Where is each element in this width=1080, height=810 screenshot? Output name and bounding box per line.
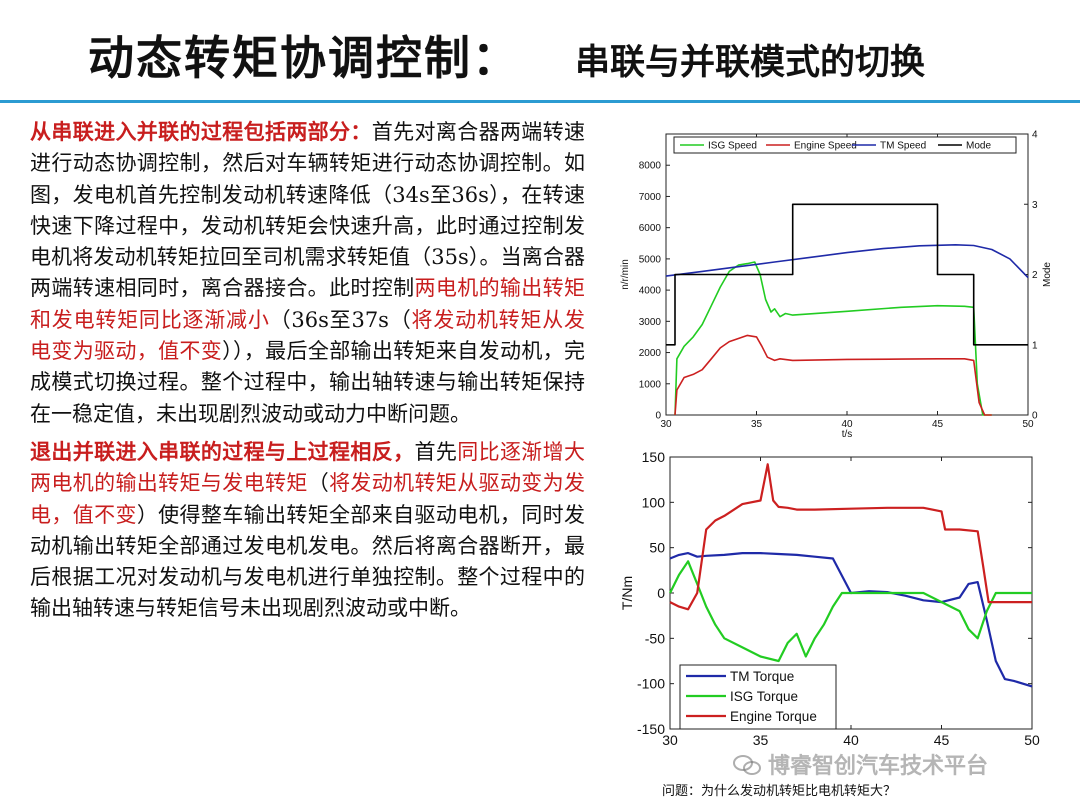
y-axis-label: n/r/min: [620, 259, 631, 290]
y-tick-label: 50: [649, 540, 665, 556]
series-line-isg-speed: [674, 261, 992, 416]
series-line-isg-torque: [669, 560, 1032, 663]
y-tick-label: 2000: [639, 348, 662, 359]
legend-box: [673, 136, 1017, 154]
y-tick-label: 0: [655, 411, 661, 422]
y-tick-label: 8000: [639, 161, 662, 172]
question-text: 问题：为什么发动机转矩比电机转矩大？: [662, 784, 897, 799]
wechat-icon: [733, 755, 761, 775]
paragraph1-text-c: ）），最后全部输出转矩来自发动机，完成模式切换过程。整个过程中，输出轴转速与输出…: [30, 339, 586, 426]
x-tick-label: 50: [1024, 732, 1040, 745]
x-tick-label: 45: [934, 732, 950, 745]
paragraph2-lead: 退出并联进入串联的过程与上过程相反，: [30, 438, 415, 464]
y-tick-label: 6000: [639, 223, 662, 234]
legend-label: ISG Torque: [730, 689, 798, 704]
series-line-engine-speed: [674, 334, 992, 416]
y-tick-label: 4000: [639, 286, 662, 297]
series-line-tm-speed: [665, 244, 1029, 279]
x-tick-label: 35: [753, 732, 769, 745]
legend-label: Engine Torque: [730, 709, 817, 724]
y-tick-label: 3000: [639, 317, 662, 328]
y-tick-label: 7000: [639, 192, 662, 203]
paragraph-parallel-to-series: 退出并联进入串联的过程与上过程相反，首先同比逐渐增大两电机的输出转矩与发电转矩（…: [30, 436, 585, 625]
y2-tick-label: 2: [1032, 270, 1038, 281]
y2-tick-label: 1: [1032, 340, 1038, 351]
y-tick-label: 150: [642, 449, 666, 465]
x-tick-label: 35: [751, 419, 763, 430]
legend-label: TM Torque: [730, 669, 794, 684]
y2-tick-label: 3: [1032, 200, 1038, 211]
watermark-text: 博睿智创汽车技术平台: [768, 754, 989, 779]
watermark: 博睿智创汽车技术平台: [732, 748, 988, 780]
y-tick-label: -50: [645, 630, 665, 646]
y-tick-label: 0: [657, 585, 665, 601]
header: 动态转矩协调控制： 串联与并联模式的切换: [0, 0, 1080, 102]
page-subtitle: 串联与并联模式的切换: [575, 43, 926, 83]
title-divider: [0, 100, 1080, 103]
torque-chart: 30 35 40 45 50 -150 -100 -50 0 50 100 150 T/Nm TM Tor…: [619, 449, 1040, 745]
legend-label: Mode: [966, 141, 991, 152]
paragraph1-lead: 从串联进入并联的过程包括两部分：: [30, 119, 372, 144]
paragraph1-highlight-a: 两电机的输出转矩和发电转矩同比逐渐减小: [30, 276, 586, 332]
y2-tick-label: 0: [1032, 411, 1038, 422]
page-title: 动态转矩协调控制：: [88, 31, 520, 85]
y-tick-label: -150: [637, 721, 665, 737]
y-axis-label: T/Nm: [619, 576, 635, 610]
y-tick-label: -100: [637, 676, 665, 692]
paragraph2-text-b: （: [307, 471, 330, 496]
speed-chart: 30 35 40 45 50010002000300040005000600070008…: [620, 130, 1053, 441]
series-line-mode: [666, 203, 1028, 346]
series-line-engine-torque: [669, 463, 1032, 611]
paragraph2-highlight-a: 同比逐渐增大两电机的输出转矩与发电转矩: [30, 439, 586, 496]
paragraph2-highlight-b: 将发动机转矩从驱动变为发电，值不变: [30, 471, 586, 527]
paragraph1-highlight-b: 将发动机转矩从发电变为驱动，值不变: [30, 307, 586, 364]
y2-tick-label: 4: [1032, 130, 1038, 141]
y-tick-label: 100: [642, 494, 666, 510]
x-tick-label: 50: [1022, 419, 1034, 430]
y-tick-label: 5000: [639, 254, 662, 265]
legend-label: TM Speed: [880, 141, 926, 152]
x-tick-label: 40: [843, 732, 859, 745]
paragraph2-text-c: ）使得整车输出转矩全部来自驱动电机，同时发动机输出转矩全部通过发电机发电。然后将…: [30, 502, 586, 621]
legend-label: Engine Speed: [794, 141, 857, 152]
legend-label: ISG Speed: [708, 141, 757, 152]
paragraph1-text-b: （36s至37s（: [269, 307, 412, 332]
x-axis-label: t/s: [842, 429, 853, 440]
x-tick-label: 45: [932, 419, 944, 430]
y2-axis-label: Mode: [1042, 262, 1053, 287]
x-tick-label: 40: [841, 419, 853, 430]
x-tick-label: 30: [660, 419, 672, 430]
paragraph1-text-a: 首先对离合器两端转速进行动态协调控制，然后对车辆转矩进行动态协调控制。如图，发电…: [30, 120, 586, 301]
paragraph-series-to-parallel: 从串联进入并联的过程包括两部分：首先对离合器两端转速进行动态协调控制，然后对车辆…: [30, 116, 585, 430]
body-text: 从串联进入并联的过程包括两部分：首先对离合器两端转速进行动态协调控制，然后对车辆…: [30, 116, 585, 631]
paragraph2-text-a: 首先: [414, 439, 458, 464]
y-tick-label: 1000: [639, 379, 662, 390]
x-tick-label: 30: [662, 732, 678, 745]
